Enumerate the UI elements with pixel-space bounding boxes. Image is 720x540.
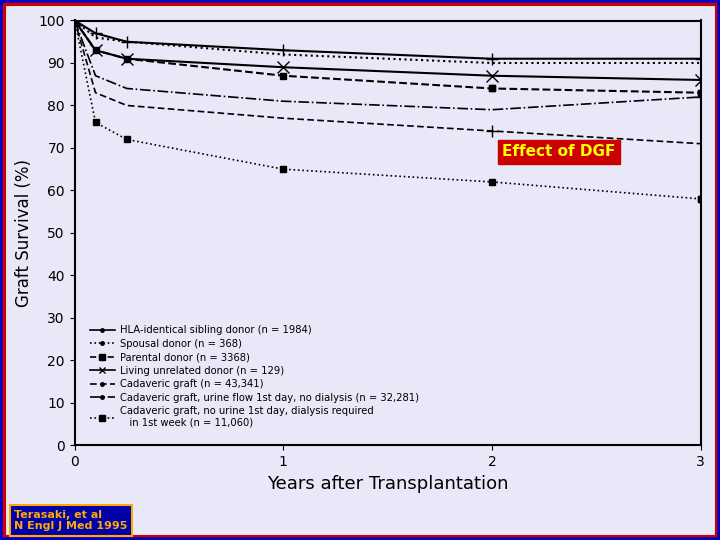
Y-axis label: Graft Survival (%): Graft Survival (%) (15, 159, 33, 307)
Legend: HLA-identical sibling donor (n = 1984), Spousal donor (n = 368), Parental donor : HLA-identical sibling donor (n = 1984), … (86, 321, 423, 432)
Text: Effect of DGF: Effect of DGF (503, 144, 616, 159)
Text: Terasaki, et al
N Engl J Med 1995: Terasaki, et al N Engl J Med 1995 (14, 510, 127, 531)
X-axis label: Years after Transplantation: Years after Transplantation (267, 475, 508, 492)
